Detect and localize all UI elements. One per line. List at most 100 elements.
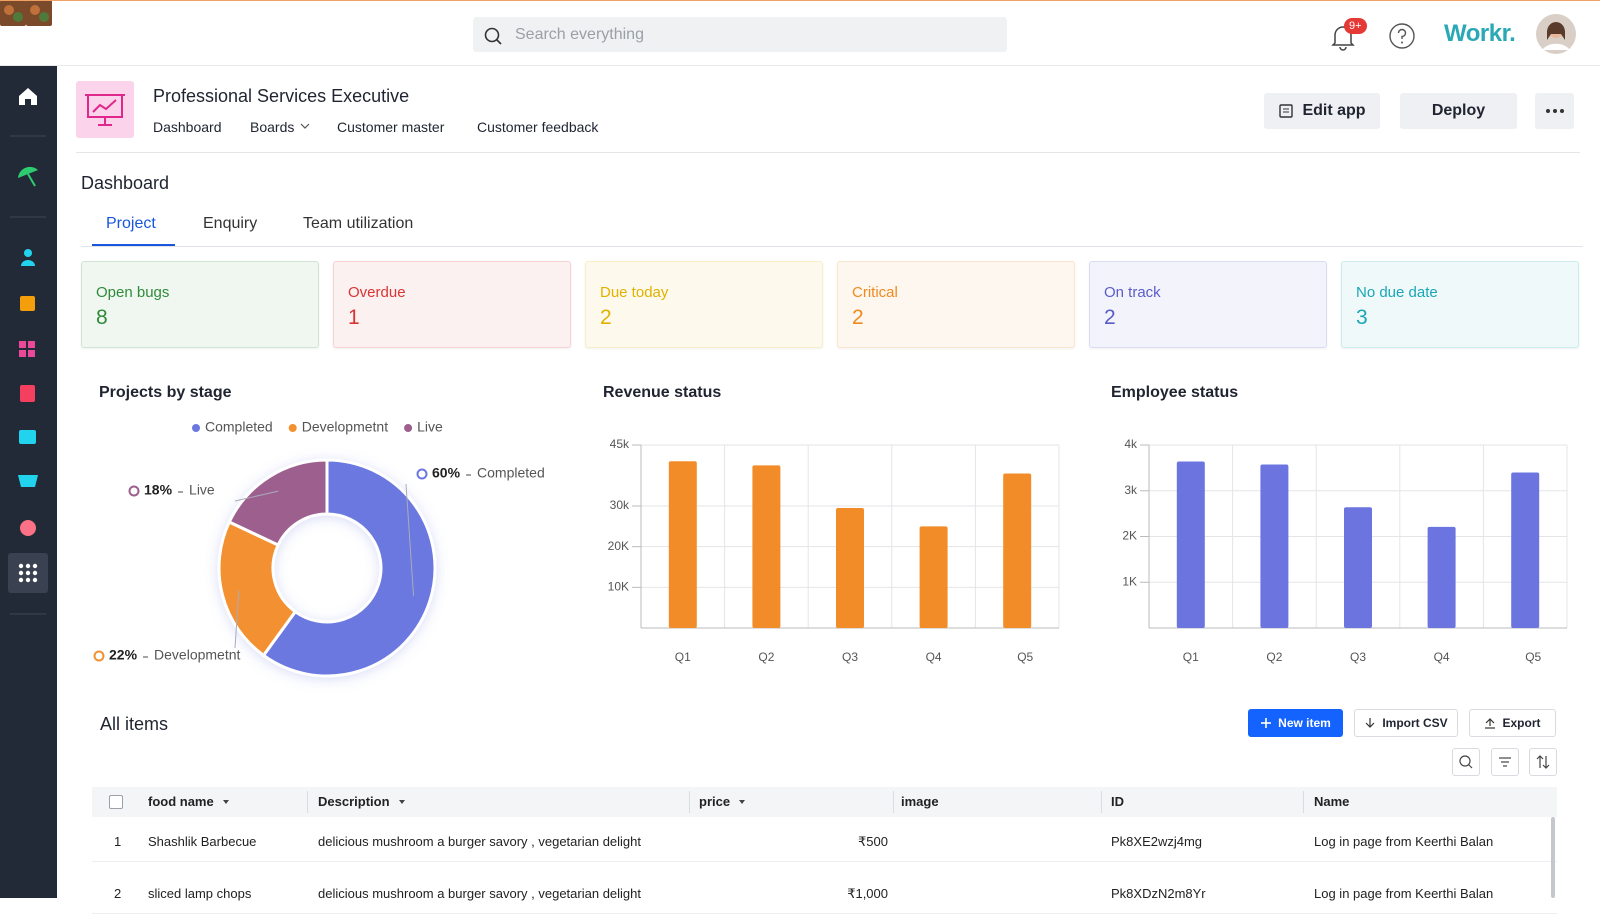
y-tick-label: 2K — [1122, 529, 1137, 543]
table-sort-button[interactable] — [1529, 748, 1557, 776]
presentation-icon — [85, 94, 125, 126]
chevron — [300, 123, 310, 129]
column-separator — [307, 791, 308, 813]
callout-name: Completed — [477, 465, 545, 481]
cell-description: delicious mushroom a burger savory , veg… — [318, 834, 642, 849]
widgets-icon — [28, 350, 35, 357]
stat-card[interactable]: Due today 2 — [585, 261, 823, 348]
stat-card[interactable]: Critical 2 — [837, 261, 1075, 348]
dashboard-title: Dashboard — [81, 173, 170, 193]
stat-value: 2 — [1104, 306, 1116, 329]
column-header[interactable]: ID — [1111, 794, 1124, 809]
umbrella-icon[interactable] — [18, 166, 38, 178]
row-index: 1 — [114, 834, 122, 849]
cell-food-name: Shashlik Barbecue — [148, 834, 257, 849]
x-tick-label: Q5 — [1525, 650, 1541, 664]
y-tick-label: 1K — [1122, 574, 1137, 588]
column-header[interactable]: Name — [1314, 794, 1350, 809]
palette-icon[interactable] — [20, 520, 36, 536]
cell-price: ₹1,000 — [847, 886, 888, 901]
callout-name: Live — [189, 482, 215, 498]
select-all-checkbox[interactable] — [109, 795, 123, 809]
callout-value: 22% — [109, 647, 138, 663]
stat-value: 1 — [348, 306, 360, 329]
chart-title: Employee status — [1111, 384, 1239, 401]
stat-label: Open bugs — [96, 284, 170, 301]
caret — [222, 800, 229, 804]
stat-label: Due today — [600, 284, 669, 301]
column-header[interactable]: food name — [148, 794, 234, 809]
column-separator — [689, 791, 690, 813]
avatar[interactable] — [1536, 14, 1576, 54]
callout-value: 60% — [432, 465, 461, 481]
box-icon[interactable] — [19, 430, 36, 444]
more-button[interactable] — [1535, 93, 1574, 129]
clipboard-icon[interactable] — [20, 385, 35, 402]
nav-item[interactable]: Customer master — [337, 119, 445, 135]
donut-segment — [261, 458, 437, 678]
person-icon[interactable] — [24, 249, 32, 257]
nav-item[interactable]: Customer feedback — [477, 119, 599, 135]
table-search-button[interactable] — [1452, 748, 1480, 776]
tab[interactable]: Enquiry — [203, 215, 258, 232]
chart-title: Revenue status — [603, 384, 722, 401]
basket-icon[interactable] — [18, 475, 38, 487]
cell-price: ₹500 — [858, 834, 888, 849]
widgets-icon[interactable] — [19, 341, 26, 348]
column-header[interactable]: image — [901, 794, 939, 809]
cell-food-name: sliced lamp chops — [148, 886, 252, 901]
column-header[interactable]: Description — [318, 794, 410, 809]
bar — [919, 526, 948, 628]
export-icon — [1485, 718, 1496, 729]
active-tab-underline — [92, 244, 175, 246]
import-button[interactable]: Import CSV — [1354, 709, 1458, 737]
new-item-button[interactable]: New item — [1248, 709, 1343, 737]
search-placeholder: Search everything — [515, 26, 644, 43]
table-header — [92, 787, 1557, 817]
cell-name: Log in page from Keerthi Balan — [1314, 834, 1494, 849]
x-tick-label: Q3 — [1350, 650, 1366, 664]
stat-card[interactable]: On track 2 — [1089, 261, 1327, 348]
legend-marker — [288, 424, 297, 432]
callout-marker — [128, 485, 140, 497]
scrollbar[interactable] — [1551, 817, 1555, 898]
x-tick-label: Q1 — [1183, 650, 1199, 664]
stat-card[interactable]: No due date 3 — [1341, 261, 1579, 348]
column-separator — [893, 791, 894, 813]
callout-marker — [93, 650, 105, 662]
column-separator — [1303, 791, 1304, 813]
row-index: 2 — [114, 886, 122, 901]
edit-app-button[interactable]: Edit app — [1264, 93, 1380, 129]
search-icon — [484, 27, 502, 45]
cell-description: delicious mushroom a burger savory , veg… — [318, 886, 642, 901]
column-header[interactable]: price — [699, 794, 750, 809]
stat-value: 2 — [852, 306, 864, 329]
stat-card[interactable]: Open bugs 8 — [81, 261, 319, 348]
help-icon[interactable] — [1388, 22, 1416, 50]
search-box[interactable]: Search everything — [473, 17, 1007, 52]
export-button[interactable]: Export — [1469, 709, 1556, 737]
tab[interactable]: Project — [106, 215, 156, 232]
home-icon[interactable] — [19, 88, 37, 105]
legend-label: Completed — [205, 419, 273, 435]
table-filter-button[interactable] — [1491, 748, 1519, 776]
deploy-button[interactable]: Deploy — [1400, 93, 1517, 129]
tab[interactable]: Team utilization — [303, 215, 414, 232]
sort-caret — [398, 800, 405, 804]
nav-item[interactable]: Boards — [250, 119, 313, 135]
button-label: Import CSV — [1382, 716, 1448, 730]
donut-segment — [217, 520, 298, 658]
brand-logo[interactable]: Workr. — [1444, 20, 1516, 47]
x-tick-label: Q1 — [675, 650, 691, 664]
legend-label: Live — [417, 419, 443, 435]
x-tick-label: Q4 — [1434, 650, 1450, 664]
stat-card[interactable]: Overdue 1 — [333, 261, 571, 348]
nav-item[interactable]: Dashboard — [153, 119, 222, 135]
puzzle-icon[interactable] — [20, 296, 35, 311]
callout-value: 18% — [144, 482, 173, 498]
x-tick-label: Q2 — [758, 650, 774, 664]
search-icon — [1459, 755, 1473, 769]
stat-label: Critical — [852, 284, 898, 301]
button-label: New item — [1278, 716, 1331, 730]
y-tick-label: 30k — [610, 498, 630, 512]
